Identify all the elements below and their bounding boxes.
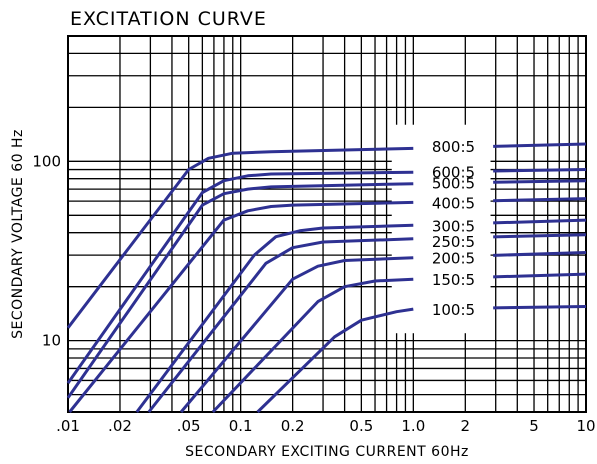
- x-tick-label: 2: [461, 417, 471, 435]
- series-line-6: [147, 237, 414, 413]
- x-tick-label: 10: [576, 417, 595, 435]
- y-tick-label: 10: [42, 332, 61, 350]
- series-line-tail: [493, 142, 587, 148]
- series-line-tail: [493, 251, 587, 257]
- x-tick-label: 5: [529, 417, 539, 435]
- series-line-3: [66, 182, 414, 399]
- x-tick-label: .05: [177, 417, 201, 435]
- series-label: 600:5: [432, 163, 475, 181]
- x-tick-label: 1.0: [401, 417, 425, 435]
- plot-frame: [67, 35, 587, 413]
- series-label: 400:5: [432, 194, 475, 212]
- x-tick-label: 0.1: [229, 417, 253, 435]
- x-tick-label: 0.5: [349, 417, 373, 435]
- series-line-8: [211, 277, 414, 414]
- series-line-1: [66, 146, 414, 329]
- series-line-tail: [493, 272, 587, 279]
- y-axis-label: SECONDARY VOLTAGE 60 Hz: [10, 129, 26, 339]
- series-line-tail: [493, 179, 587, 184]
- x-tick-label: .01: [56, 417, 80, 435]
- series-label: 300:5: [432, 217, 475, 235]
- chart-grid: [68, 36, 586, 412]
- y-tick-label: 100: [32, 152, 61, 170]
- series-line-9: [256, 307, 414, 414]
- series-line-7: [179, 256, 414, 413]
- series-label: 250:5: [432, 233, 475, 251]
- series-label: 150:5: [432, 271, 475, 289]
- series-line-5: [135, 223, 414, 413]
- series-label: 200:5: [432, 250, 475, 268]
- series-label: 500:5: [432, 175, 475, 193]
- ratio-label-panel: [391, 124, 491, 334]
- tick-labels: .01 .02 .05 0.1 0.2 0.5 1.0 2 5 10 10 100: [32, 152, 595, 435]
- series-line-tail: [493, 305, 587, 310]
- series-line-tail: [493, 233, 587, 239]
- series-label: 100:5: [432, 301, 475, 319]
- series-line-tail: [493, 218, 587, 225]
- series-line-tail: [493, 168, 587, 173]
- series-label: 800:5: [432, 138, 475, 156]
- chart-title: EXCITATION CURVE: [70, 8, 267, 30]
- x-tick-label: 0.2: [281, 417, 305, 435]
- series-line-2: [66, 170, 414, 384]
- x-axis-label: SECONDARY EXCITING CURRENT 60Hz: [185, 444, 469, 460]
- x-tick-label: .02: [108, 417, 132, 435]
- series-line-4: [68, 200, 414, 413]
- series-line-tail: [493, 197, 587, 203]
